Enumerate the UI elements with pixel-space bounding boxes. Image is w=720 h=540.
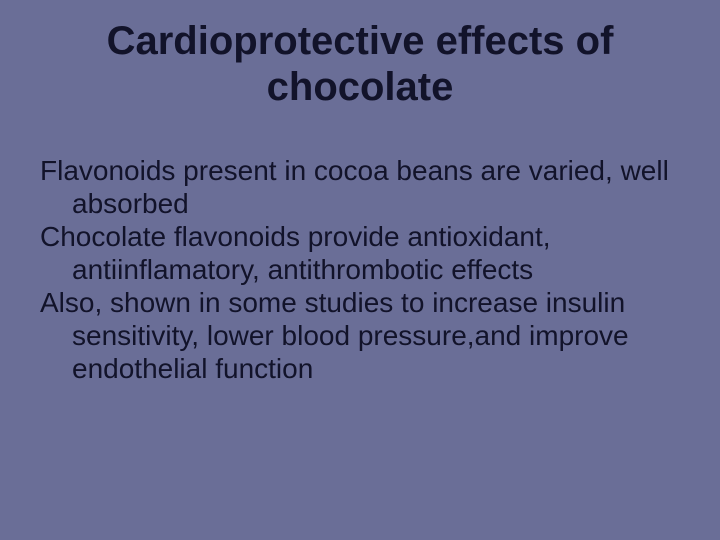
paragraph: Chocolate flavonoids provide antioxidant… bbox=[40, 220, 680, 286]
paragraph: Also, shown in some studies to increase … bbox=[40, 286, 680, 385]
paragraph: Flavonoids present in cocoa beans are va… bbox=[40, 154, 680, 220]
slide-title: Cardioprotective effects of chocolate bbox=[40, 18, 680, 110]
slide-container: Cardioprotective effects of chocolate Fl… bbox=[0, 0, 720, 540]
slide-body: Flavonoids present in cocoa beans are va… bbox=[40, 154, 680, 385]
